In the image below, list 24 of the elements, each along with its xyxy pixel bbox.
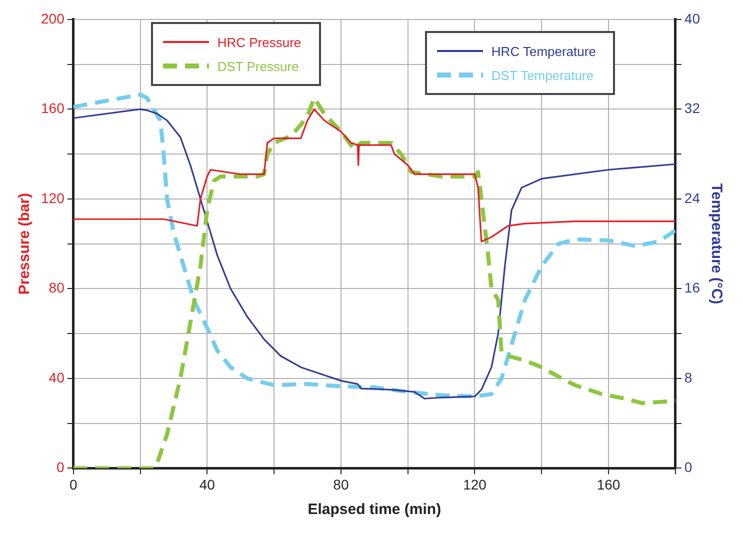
y-axis-title: Pressure (bar) bbox=[16, 192, 34, 295]
y2-tick-label: 8 bbox=[684, 369, 692, 386]
x-tick-label: 40 bbox=[199, 476, 216, 492]
y2-tick-label: 16 bbox=[684, 280, 700, 296]
x-tick-label: 80 bbox=[333, 476, 349, 492]
y2-tick-label: 40 bbox=[684, 10, 700, 26]
legend-label: DST Pressure bbox=[217, 58, 299, 74]
y2-tick-label: 24 bbox=[684, 190, 700, 206]
y-tick-label: 0 bbox=[56, 459, 65, 476]
y2-axis-title: Temperature (°C) bbox=[708, 183, 725, 304]
y-tick-label: 200 bbox=[41, 10, 65, 26]
legend-label: DST Temperature bbox=[491, 68, 594, 83]
x-axis-title: Elapsed time (min) bbox=[308, 501, 442, 518]
y-tick-label: 120 bbox=[41, 190, 65, 206]
y-tick-label: 80 bbox=[48, 280, 65, 296]
x-tick-label: 120 bbox=[463, 476, 487, 492]
legend-label: HRC Temperature bbox=[491, 44, 596, 59]
y2-tick-label: 32 bbox=[684, 100, 700, 116]
x-tick-label: 0 bbox=[69, 476, 78, 492]
y2-tick-label: 0 bbox=[684, 459, 692, 476]
x-tick-label: 160 bbox=[596, 476, 620, 492]
y-tick-label: 40 bbox=[48, 369, 65, 386]
y-tick-label: 160 bbox=[41, 100, 65, 116]
legend-label: HRC Pressure bbox=[217, 34, 302, 50]
